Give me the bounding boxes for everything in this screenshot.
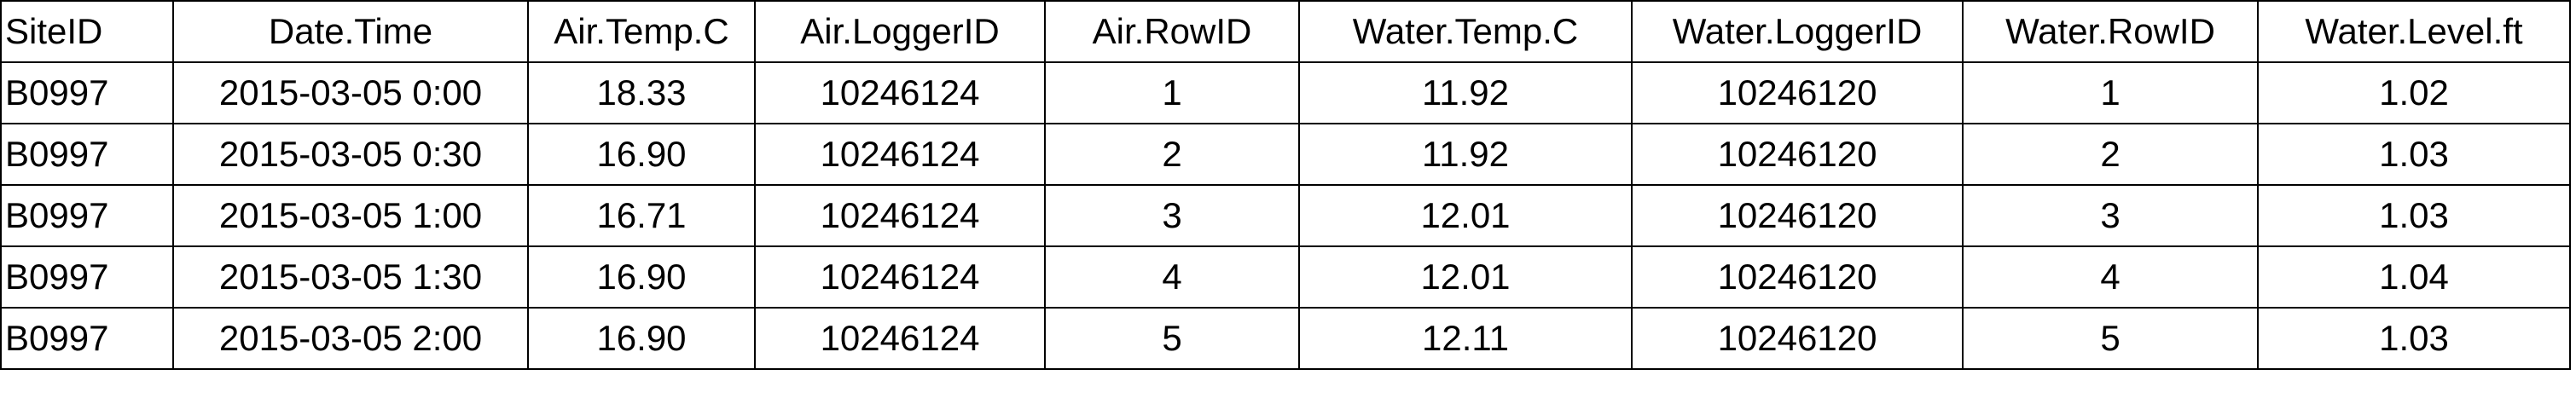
cell-site-id: B0997 bbox=[0, 307, 174, 370]
cell-water-temp: 12.01 bbox=[1298, 245, 1633, 309]
table-row: B0997 2015-03-05 1:30 16.90 10246124 4 1… bbox=[0, 245, 2571, 309]
cell-air-logger-id: 10246124 bbox=[754, 245, 1046, 309]
cell-water-temp: 12.01 bbox=[1298, 184, 1633, 247]
cell-water-logger-id: 10246120 bbox=[1631, 123, 1964, 186]
header-water-level: Water.Level.ft bbox=[2257, 0, 2571, 63]
table-row: B0997 2015-03-05 0:00 18.33 10246124 1 1… bbox=[0, 61, 2571, 124]
cell-air-logger-id: 10246124 bbox=[754, 61, 1046, 124]
cell-air-temp: 16.71 bbox=[527, 184, 756, 247]
cell-water-row-id: 5 bbox=[1962, 307, 2259, 370]
cell-air-logger-id: 10246124 bbox=[754, 184, 1046, 247]
cell-air-row-id: 3 bbox=[1044, 184, 1300, 247]
table-row: B0997 2015-03-05 1:00 16.71 10246124 3 1… bbox=[0, 184, 2571, 247]
cell-water-temp: 12.11 bbox=[1298, 307, 1633, 370]
cell-water-logger-id: 10246120 bbox=[1631, 184, 1964, 247]
cell-site-id: B0997 bbox=[0, 123, 174, 186]
cell-air-logger-id: 10246124 bbox=[754, 123, 1046, 186]
cell-water-logger-id: 10246120 bbox=[1631, 307, 1964, 370]
cell-date-time: 2015-03-05 0:00 bbox=[172, 61, 529, 124]
cell-water-temp: 11.92 bbox=[1298, 123, 1633, 186]
cell-site-id: B0997 bbox=[0, 245, 174, 309]
header-air-logger-id: Air.LoggerID bbox=[754, 0, 1046, 63]
header-water-row-id: Water.RowID bbox=[1962, 0, 2259, 63]
cell-air-row-id: 1 bbox=[1044, 61, 1300, 124]
table-row: B0997 2015-03-05 2:00 16.90 10246124 5 1… bbox=[0, 307, 2571, 370]
cell-air-logger-id: 10246124 bbox=[754, 307, 1046, 370]
header-row: SiteID Date.Time Air.Temp.C Air.LoggerID… bbox=[0, 0, 2571, 63]
cell-site-id: B0997 bbox=[0, 61, 174, 124]
cell-water-level: 1.03 bbox=[2257, 123, 2571, 186]
data-table: SiteID Date.Time Air.Temp.C Air.LoggerID… bbox=[0, 0, 2571, 370]
cell-water-level: 1.02 bbox=[2257, 61, 2571, 124]
cell-air-row-id: 2 bbox=[1044, 123, 1300, 186]
cell-site-id: B0997 bbox=[0, 184, 174, 247]
cell-date-time: 2015-03-05 0:30 bbox=[172, 123, 529, 186]
header-water-logger-id: Water.LoggerID bbox=[1631, 0, 1964, 63]
header-water-temp: Water.Temp.C bbox=[1298, 0, 1633, 63]
cell-date-time: 2015-03-05 1:00 bbox=[172, 184, 529, 247]
cell-air-row-id: 4 bbox=[1044, 245, 1300, 309]
cell-air-temp: 16.90 bbox=[527, 245, 756, 309]
cell-water-logger-id: 10246120 bbox=[1631, 245, 1964, 309]
header-site-id: SiteID bbox=[0, 0, 174, 63]
cell-air-row-id: 5 bbox=[1044, 307, 1300, 370]
cell-date-time: 2015-03-05 1:30 bbox=[172, 245, 529, 309]
header-date-time: Date.Time bbox=[172, 0, 529, 63]
table-row: B0997 2015-03-05 0:30 16.90 10246124 2 1… bbox=[0, 123, 2571, 186]
cell-air-temp: 16.90 bbox=[527, 307, 756, 370]
header-air-row-id: Air.RowID bbox=[1044, 0, 1300, 63]
cell-water-level: 1.04 bbox=[2257, 245, 2571, 309]
cell-date-time: 2015-03-05 2:00 bbox=[172, 307, 529, 370]
cell-water-temp: 11.92 bbox=[1298, 61, 1633, 124]
cell-water-row-id: 3 bbox=[1962, 184, 2259, 247]
cell-air-temp: 16.90 bbox=[527, 123, 756, 186]
data-table-container: SiteID Date.Time Air.Temp.C Air.LoggerID… bbox=[0, 0, 2571, 370]
cell-water-level: 1.03 bbox=[2257, 307, 2571, 370]
cell-water-row-id: 4 bbox=[1962, 245, 2259, 309]
header-air-temp: Air.Temp.C bbox=[527, 0, 756, 63]
cell-water-logger-id: 10246120 bbox=[1631, 61, 1964, 124]
cell-water-level: 1.03 bbox=[2257, 184, 2571, 247]
cell-water-row-id: 1 bbox=[1962, 61, 2259, 124]
cell-water-row-id: 2 bbox=[1962, 123, 2259, 186]
cell-air-temp: 18.33 bbox=[527, 61, 756, 124]
